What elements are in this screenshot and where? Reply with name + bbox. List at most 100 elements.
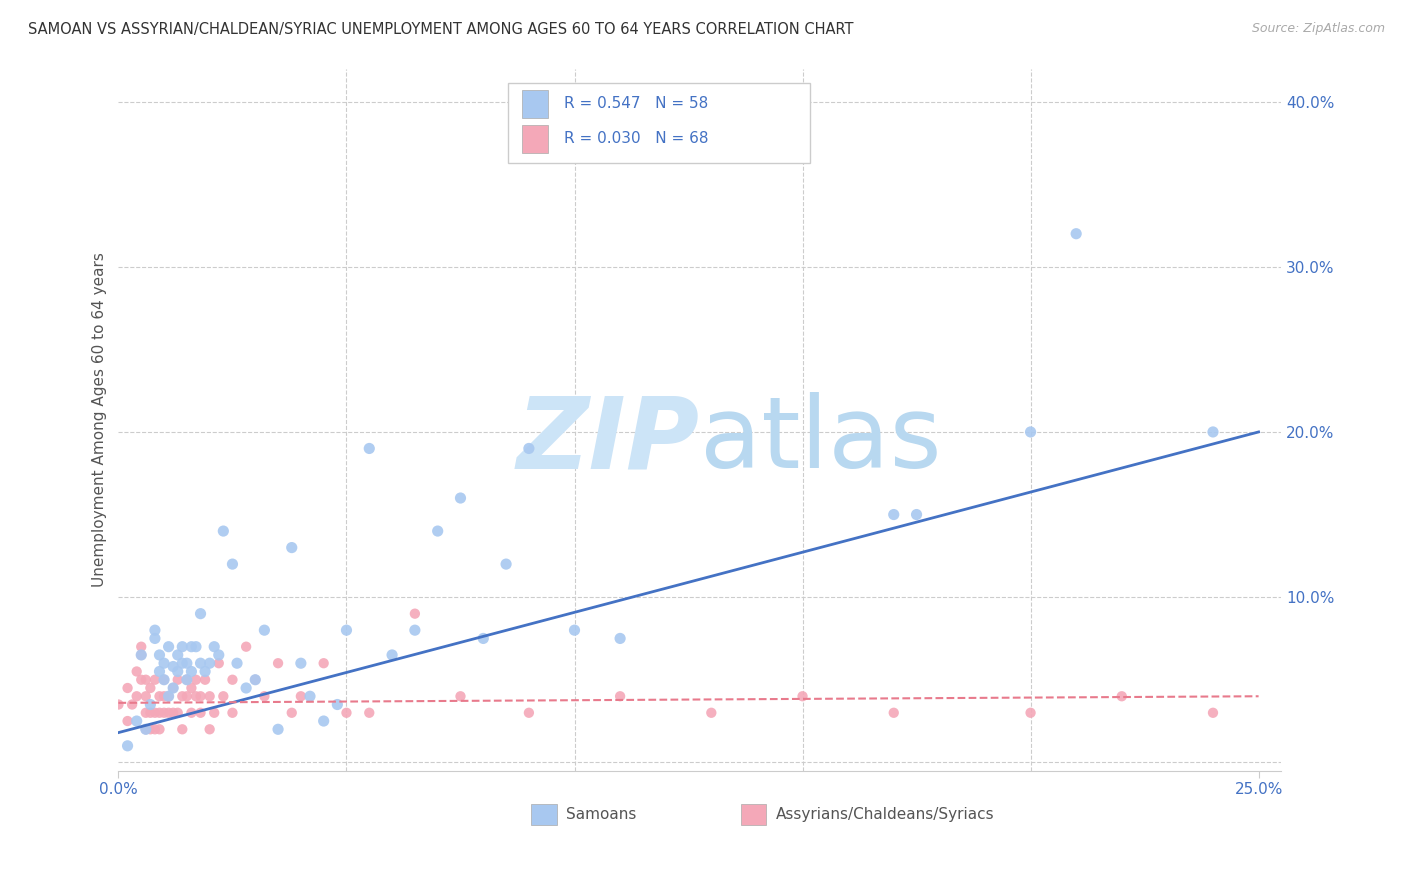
Point — [148, 690, 170, 704]
Point — [609, 632, 631, 646]
Point — [1064, 227, 1087, 241]
Point — [153, 706, 176, 720]
Point — [143, 723, 166, 737]
Point — [450, 690, 472, 704]
Point — [517, 442, 540, 456]
Point — [135, 723, 157, 737]
Point — [176, 657, 198, 671]
Point — [180, 665, 202, 679]
Point — [157, 706, 180, 720]
Point — [184, 673, 207, 687]
Point — [162, 681, 184, 695]
Point — [1202, 706, 1225, 720]
Point — [180, 640, 202, 654]
Point — [883, 706, 905, 720]
Point — [190, 657, 212, 671]
Point — [245, 673, 267, 687]
FancyBboxPatch shape — [741, 804, 766, 824]
Point — [107, 698, 129, 712]
Text: R = 0.030   N = 68: R = 0.030 N = 68 — [564, 131, 709, 146]
Point — [153, 673, 176, 687]
FancyBboxPatch shape — [522, 89, 547, 118]
Point — [139, 698, 162, 712]
Point — [190, 607, 212, 621]
Point — [190, 690, 212, 704]
Point — [143, 706, 166, 720]
Point — [883, 508, 905, 522]
Point — [121, 698, 143, 712]
Point — [212, 524, 235, 538]
Point — [157, 690, 180, 704]
Point — [153, 690, 176, 704]
Point — [359, 706, 381, 720]
Point — [135, 706, 157, 720]
Point — [290, 657, 312, 671]
Point — [162, 659, 184, 673]
Point — [198, 690, 221, 704]
Point — [221, 673, 243, 687]
Point — [1111, 690, 1133, 704]
Point — [450, 491, 472, 505]
Text: Source: ZipAtlas.com: Source: ZipAtlas.com — [1251, 22, 1385, 36]
Point — [148, 665, 170, 679]
Point — [253, 690, 276, 704]
Point — [359, 442, 381, 456]
Point — [172, 640, 194, 654]
Y-axis label: Unemployment Among Ages 60 to 64 years: Unemployment Among Ages 60 to 64 years — [93, 252, 107, 587]
Point — [245, 673, 267, 687]
Point — [176, 690, 198, 704]
Point — [172, 690, 194, 704]
Point — [176, 673, 198, 687]
Point — [180, 681, 202, 695]
Point — [472, 632, 495, 646]
Point — [202, 640, 225, 654]
Point — [198, 723, 221, 737]
Point — [280, 706, 302, 720]
Point — [166, 706, 188, 720]
Point — [198, 657, 221, 671]
Point — [125, 714, 148, 728]
Point — [166, 665, 188, 679]
Point — [253, 623, 276, 637]
Point — [162, 681, 184, 695]
Point — [148, 723, 170, 737]
Point — [143, 623, 166, 637]
Point — [792, 690, 814, 704]
Point — [184, 640, 207, 654]
Text: ZIP: ZIP — [517, 392, 700, 489]
Point — [208, 648, 231, 662]
Point — [135, 690, 157, 704]
Point — [184, 690, 207, 704]
Point — [609, 690, 631, 704]
Point — [212, 690, 235, 704]
Point — [326, 698, 349, 712]
Point — [117, 739, 139, 753]
Point — [221, 557, 243, 571]
Point — [1019, 425, 1042, 439]
Point — [267, 723, 290, 737]
Point — [148, 706, 170, 720]
Point — [125, 665, 148, 679]
Point — [1202, 425, 1225, 439]
Point — [426, 524, 449, 538]
Point — [162, 706, 184, 720]
Point — [129, 648, 152, 662]
Text: atlas: atlas — [700, 392, 942, 489]
Point — [335, 623, 357, 637]
Point — [125, 690, 148, 704]
Point — [280, 541, 302, 555]
Text: Assyrians/Chaldeans/Syriacs: Assyrians/Chaldeans/Syriacs — [776, 806, 994, 822]
Point — [312, 657, 335, 671]
Point — [139, 681, 162, 695]
Point — [564, 623, 586, 637]
Point — [208, 657, 231, 671]
Point — [157, 690, 180, 704]
Point — [335, 706, 357, 720]
Point — [172, 657, 194, 671]
FancyBboxPatch shape — [531, 804, 557, 824]
Point — [517, 706, 540, 720]
Point — [700, 706, 723, 720]
Point — [194, 673, 217, 687]
Point — [905, 508, 928, 522]
Point — [148, 648, 170, 662]
